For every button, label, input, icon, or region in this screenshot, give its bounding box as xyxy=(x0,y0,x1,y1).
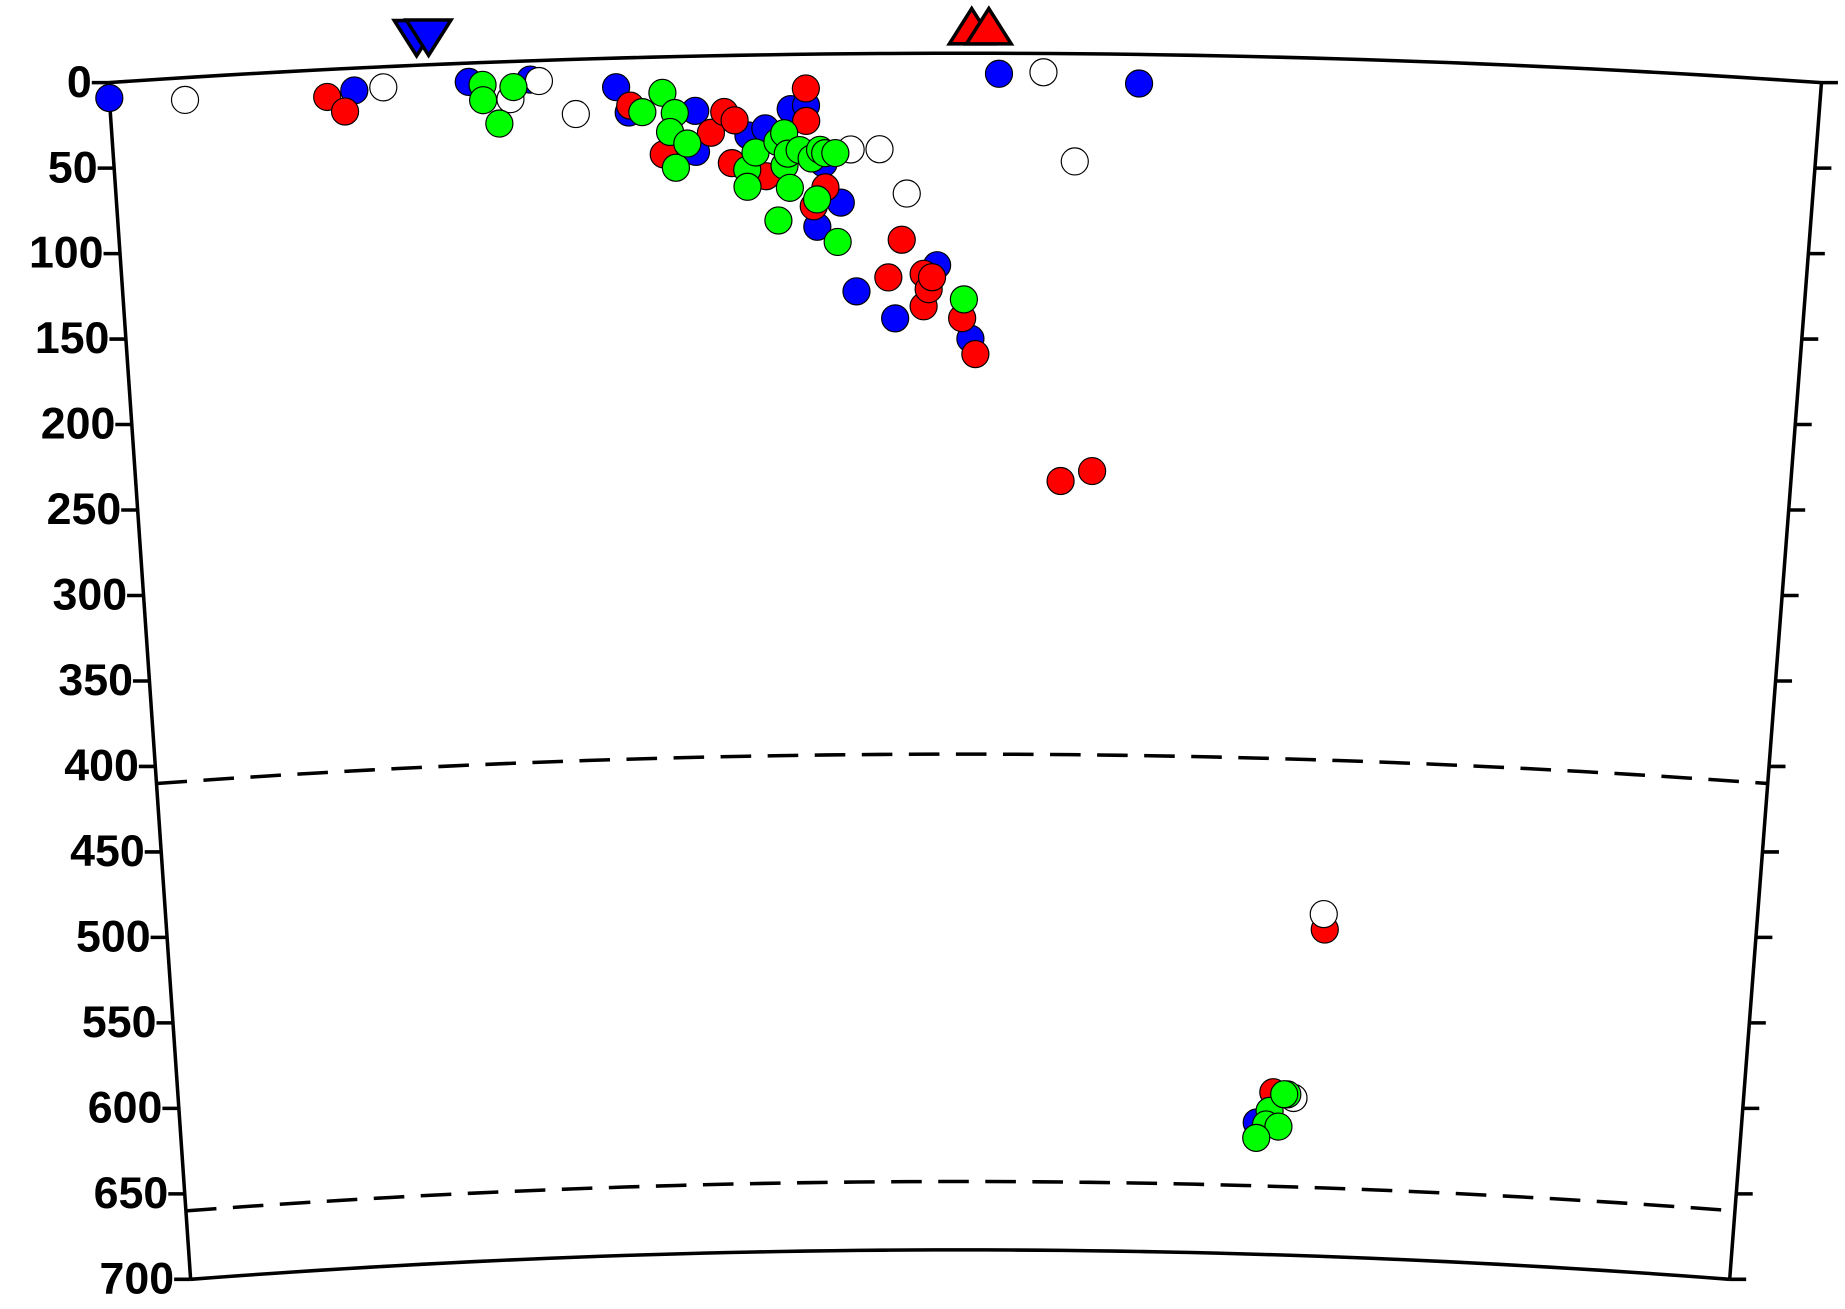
y-tick-label: 200 xyxy=(41,400,116,449)
event-point xyxy=(673,129,702,158)
event-point xyxy=(823,227,852,257)
event-point xyxy=(369,73,398,102)
event-point xyxy=(720,106,749,135)
y-tick-label: 650 xyxy=(94,1169,169,1218)
event-point xyxy=(961,339,990,369)
event-point xyxy=(842,277,871,306)
y-tick-label: 500 xyxy=(76,913,151,962)
event-point xyxy=(1029,58,1058,87)
event-point xyxy=(1242,1123,1271,1153)
y-tick-label: 700 xyxy=(100,1254,175,1303)
y-tick-label: 550 xyxy=(82,998,157,1047)
event-point xyxy=(524,66,554,96)
event-point xyxy=(499,72,528,102)
y-tick-label: 450 xyxy=(70,827,145,876)
event-point xyxy=(881,304,910,333)
event-point xyxy=(821,138,850,168)
event-point xyxy=(485,109,514,138)
event-point xyxy=(469,86,498,115)
event-point xyxy=(874,263,903,292)
event-point xyxy=(791,74,820,103)
event-point xyxy=(1309,899,1338,929)
station-marker xyxy=(963,5,1015,46)
event-point xyxy=(1124,69,1154,98)
event-point xyxy=(792,106,821,136)
y-tick-label: 300 xyxy=(52,571,127,620)
y-tick-label: 400 xyxy=(64,742,139,791)
event-point xyxy=(1060,147,1089,176)
event-point xyxy=(917,263,947,292)
event-point xyxy=(887,225,916,254)
event-point xyxy=(764,206,793,235)
y-tick-label: 350 xyxy=(58,656,133,705)
station-marker xyxy=(403,18,455,59)
event-point xyxy=(1270,1080,1299,1109)
event-point xyxy=(892,179,921,208)
event-point xyxy=(561,99,590,129)
event-point xyxy=(802,185,832,214)
event-point xyxy=(1264,1112,1293,1141)
event-point xyxy=(170,85,200,115)
discontinuity-line xyxy=(156,752,1768,786)
event-point xyxy=(775,173,804,202)
event-point xyxy=(696,118,726,147)
bottom-line xyxy=(190,1248,1730,1282)
event-point xyxy=(865,135,894,164)
event-point xyxy=(984,59,1014,88)
event-point xyxy=(330,97,360,126)
y-tick-label: 50 xyxy=(48,143,98,192)
event-point xyxy=(949,285,979,314)
event-point xyxy=(628,98,657,127)
y-tick-label: 250 xyxy=(47,485,122,534)
left-edge xyxy=(106,82,193,1280)
y-tick-label: 150 xyxy=(35,314,110,363)
y-tick-label: 100 xyxy=(29,229,104,278)
event-point xyxy=(95,83,124,113)
event-point xyxy=(1077,456,1107,486)
surface-line xyxy=(108,51,1822,85)
event-point xyxy=(1046,466,1075,496)
event-point xyxy=(661,153,691,182)
y-tick-label: 0 xyxy=(67,58,92,107)
event-point xyxy=(733,172,762,201)
discontinuity-line xyxy=(185,1179,1736,1213)
y-tick-label: 600 xyxy=(88,1084,163,1133)
